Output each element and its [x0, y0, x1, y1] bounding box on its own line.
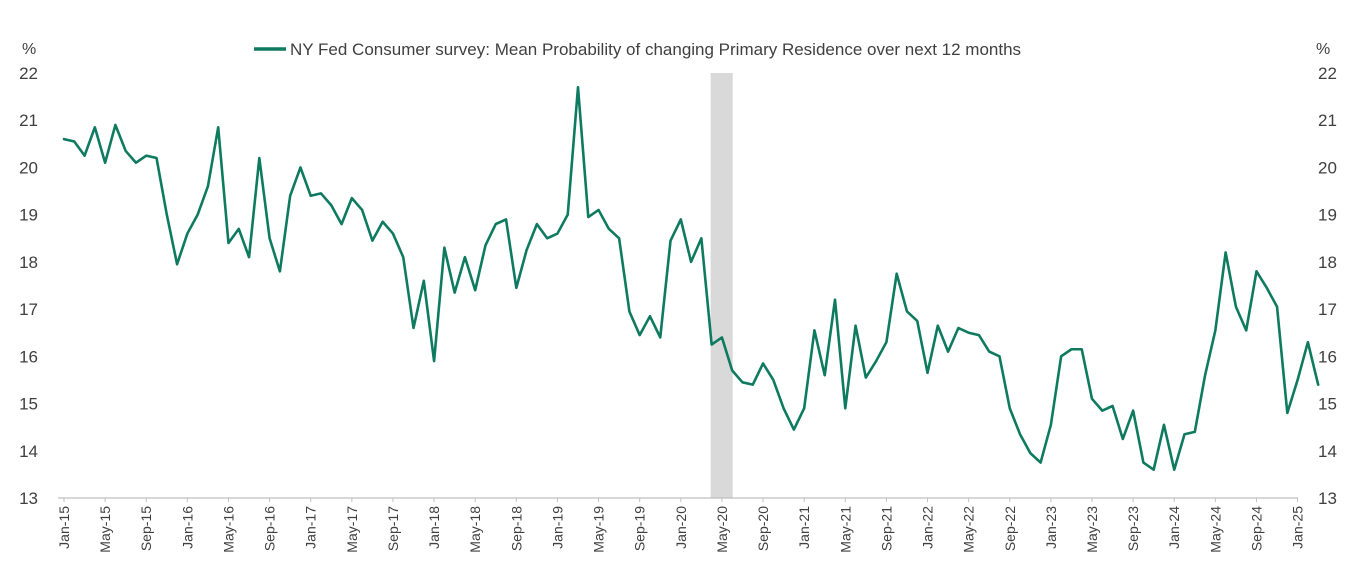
legend: NY Fed Consumer survey: Mean Probability… [254, 40, 1021, 59]
x-tick-label: Sep-16 [262, 506, 278, 551]
y-tick-label-right: 19 [1318, 206, 1337, 225]
y-tick-label-right: 22 [1318, 64, 1337, 83]
y-tick-label-left: 20 [19, 158, 38, 177]
y-tick-label-left: 16 [19, 347, 38, 366]
x-tick-label: May-22 [961, 506, 977, 553]
y-tick-label-left: 13 [19, 489, 38, 508]
x-tick-label: Sep-19 [632, 506, 648, 551]
y-tick-label-right: 14 [1318, 442, 1337, 461]
y-axis-right-labels: 13 14 15 16 17 18 19 20 21 22 [1318, 64, 1337, 508]
x-tick-label: May-23 [1084, 506, 1100, 553]
shaded-region [710, 73, 733, 498]
x-tick-label: Jan-18 [426, 506, 442, 549]
y-tick-label-right: 15 [1318, 395, 1337, 414]
x-tick-label: May-18 [467, 506, 483, 553]
x-tick-label: Sep-15 [138, 506, 154, 551]
x-tick-label: May-19 [591, 506, 607, 553]
x-tick-label: Sep-24 [1248, 506, 1264, 551]
x-tick-label: Sep-22 [1002, 506, 1018, 551]
x-tick-label: Sep-21 [878, 506, 894, 551]
x-tick-label: Jan-16 [179, 506, 195, 549]
y-tick-label-left: 18 [19, 253, 38, 272]
series-layer [62, 85, 1320, 471]
x-tick-label: Jan-21 [796, 506, 812, 549]
y-axis-left-labels: 13 14 15 16 17 18 19 20 21 22 [19, 64, 38, 508]
x-tick-label: Jan-22 [920, 506, 936, 549]
y-unit-right: % [1316, 41, 1330, 58]
y-tick-label-right: 13 [1318, 489, 1337, 508]
x-axis-labels: Jan-15 May-15 Sep-15 Jan-16 May-16 Sep-16 Jan-… [56, 506, 1306, 553]
shaded-region-layer [710, 73, 733, 498]
x-tick-label: Jan-25 [1290, 506, 1306, 549]
x-tick-label: May-15 [97, 506, 113, 553]
y-tick-label-left: 17 [19, 300, 38, 319]
series-line-residence-change-probability [62, 85, 1320, 471]
legend-label: NY Fed Consumer survey: Mean Probability… [290, 40, 1021, 59]
x-tick-label: May-20 [714, 506, 730, 553]
y-unit-left: % [22, 41, 36, 58]
x-tick-label: Jan-15 [56, 506, 72, 549]
x-tick-label: Jan-24 [1166, 506, 1182, 549]
y-tick-label-left: 22 [19, 64, 38, 83]
y-tick-label-left: 15 [19, 395, 38, 414]
y-tick-label-right: 21 [1318, 111, 1337, 130]
y-tick-label-left: 14 [19, 442, 38, 461]
x-tick-label: Jan-17 [303, 506, 319, 549]
x-tick-label: May-24 [1207, 506, 1223, 553]
x-tick-label: Jan-23 [1043, 506, 1059, 549]
x-tick-label: May-17 [344, 506, 360, 553]
x-tick-label: Sep-17 [385, 506, 401, 551]
axes [58, 497, 1299, 502]
y-tick-label-right: 18 [1318, 253, 1337, 272]
x-tick-label: Sep-18 [508, 506, 524, 551]
x-tick-label: Sep-23 [1125, 506, 1141, 551]
y-tick-label-left: 21 [19, 111, 38, 130]
x-tick-label: Jan-19 [549, 506, 565, 549]
y-tick-label-right: 20 [1318, 158, 1337, 177]
x-tick-label: Sep-20 [755, 506, 771, 551]
x-tick-label: May-16 [220, 506, 236, 553]
y-tick-label-right: 17 [1318, 300, 1337, 319]
y-tick-label-left: 19 [19, 206, 38, 225]
x-tick-label: May-21 [837, 506, 853, 553]
y-tick-label-right: 16 [1318, 347, 1337, 366]
x-tick-label: Jan-20 [673, 506, 689, 549]
